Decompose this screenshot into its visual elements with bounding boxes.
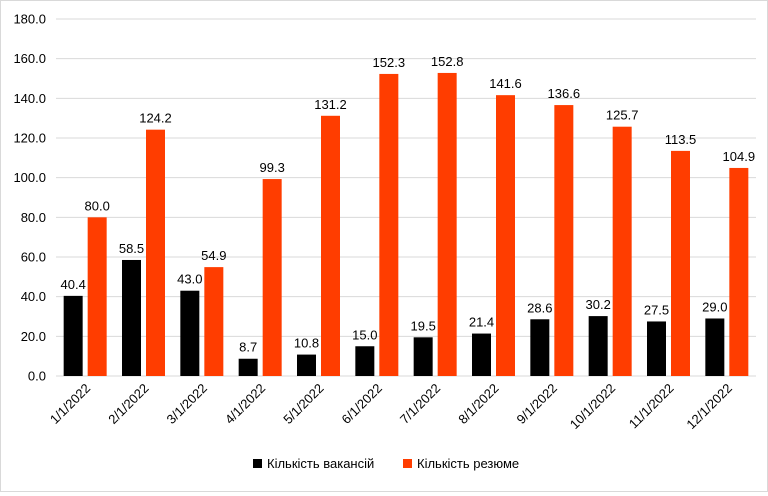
- x-tick-label: 6/1/2022: [339, 381, 385, 427]
- bar-vacancies: [238, 358, 258, 376]
- y-tick-label: 80.0: [21, 210, 46, 225]
- bar-vacancies: [297, 354, 316, 376]
- x-tick-label: 12/1/2022: [683, 381, 735, 433]
- bar-vacancies: [588, 316, 608, 376]
- x-tick-label: 1/1/2022: [47, 381, 93, 427]
- data-label: 113.5: [665, 132, 697, 147]
- legend-label: Кількість вакансій: [267, 456, 374, 471]
- x-tick-label: 8/1/2022: [455, 381, 501, 427]
- bar-vacancies: [63, 295, 83, 376]
- bar-resumes: [321, 115, 340, 376]
- legend-swatch: [403, 459, 412, 468]
- data-label: 54.9: [201, 248, 226, 263]
- bar-vacancies: [705, 318, 725, 376]
- y-tick-label: 60.0: [21, 250, 46, 265]
- bar-resumes: [379, 73, 399, 377]
- data-label: 99.3: [260, 160, 285, 175]
- legend-swatch: [253, 459, 262, 468]
- bar-resumes: [204, 267, 224, 376]
- data-label: 29.0: [702, 299, 727, 314]
- legend: Кількість вакансій Кількість резюме: [253, 456, 519, 471]
- data-label: 125.7: [606, 108, 639, 123]
- data-label: 28.6: [527, 300, 552, 315]
- bar-resumes: [437, 72, 457, 377]
- legend-label: Кількість резюме: [417, 456, 519, 471]
- data-label: 152.3: [373, 55, 406, 70]
- bar-resumes: [612, 126, 632, 376]
- data-label: 40.4: [61, 277, 86, 292]
- bars: [63, 72, 749, 377]
- data-label: 104.9: [723, 149, 756, 164]
- bar-vacancies: [355, 346, 375, 376]
- bar-resumes: [496, 95, 515, 376]
- x-tick-label: 5/1/2022: [280, 381, 326, 427]
- x-tick-label: 7/1/2022: [397, 381, 443, 427]
- x-tick-label: 9/1/2022: [514, 381, 560, 427]
- bar-vacancies: [180, 290, 200, 376]
- bar-resumes: [671, 150, 690, 376]
- y-tick-label: 120.0: [13, 131, 46, 146]
- bar-resumes: [87, 217, 107, 376]
- bar-resumes: [554, 105, 574, 377]
- y-tick-label: 140.0: [13, 91, 46, 106]
- data-label: 10.8: [294, 336, 319, 351]
- legend-item[interactable]: Кількість резюме: [403, 456, 519, 471]
- data-label: 136.6: [548, 86, 581, 101]
- y-tick-label: 100.0: [13, 170, 46, 185]
- data-label: 152.8: [431, 54, 464, 69]
- data-label: 58.5: [119, 241, 144, 256]
- x-tick-label: 10/1/2022: [567, 381, 619, 433]
- x-tick-label: 2/1/2022: [105, 381, 151, 427]
- bar-resumes: [146, 129, 165, 376]
- gridlines: [56, 18, 756, 377]
- y-tick-label: 0.0: [28, 369, 46, 384]
- data-labels: 40.4 80.0 58.5 124.2 43.0 54.9 8.7 99.3 10.8 131.…: [61, 54, 756, 355]
- data-label: 131.2: [314, 97, 347, 112]
- data-label: 80.0: [85, 198, 110, 213]
- y-axis-ticks: 0.0 20.0 40.0 60.0 80.0 100.0 120.0 140.0 160.0 1…: [13, 12, 46, 384]
- bar-vacancies: [530, 319, 550, 376]
- bar-vacancies: [472, 333, 491, 376]
- x-tick-label: 4/1/2022: [222, 381, 268, 427]
- x-axis-ticks: 1/1/2022 2/1/2022 3/1/2022 4/1/2022 5/1/2022…: [47, 381, 735, 433]
- y-tick-label: 20.0: [21, 329, 46, 344]
- data-label: 27.5: [644, 302, 669, 317]
- bar-vacancies: [647, 321, 666, 376]
- data-label: 15.0: [352, 327, 377, 342]
- data-label: 21.4: [469, 315, 494, 330]
- data-label: 124.2: [139, 111, 172, 126]
- bar-vacancies: [122, 259, 141, 376]
- data-label: 43.0: [177, 272, 202, 287]
- data-label: 30.2: [586, 297, 611, 312]
- data-label: 141.6: [489, 76, 522, 91]
- bar-resumes: [262, 179, 282, 376]
- x-tick-label: 11/1/2022: [626, 381, 677, 432]
- x-tick-label: 3/1/2022: [164, 381, 210, 427]
- data-label: 19.5: [411, 318, 436, 333]
- y-tick-label: 180.0: [13, 12, 46, 27]
- y-tick-label: 160.0: [13, 51, 46, 66]
- legend-item[interactable]: Кількість вакансій: [253, 456, 374, 471]
- bar-vacancies: [413, 337, 433, 376]
- y-tick-label: 40.0: [21, 289, 46, 304]
- data-label: 8.7: [239, 340, 257, 355]
- bar-resumes: [729, 167, 749, 376]
